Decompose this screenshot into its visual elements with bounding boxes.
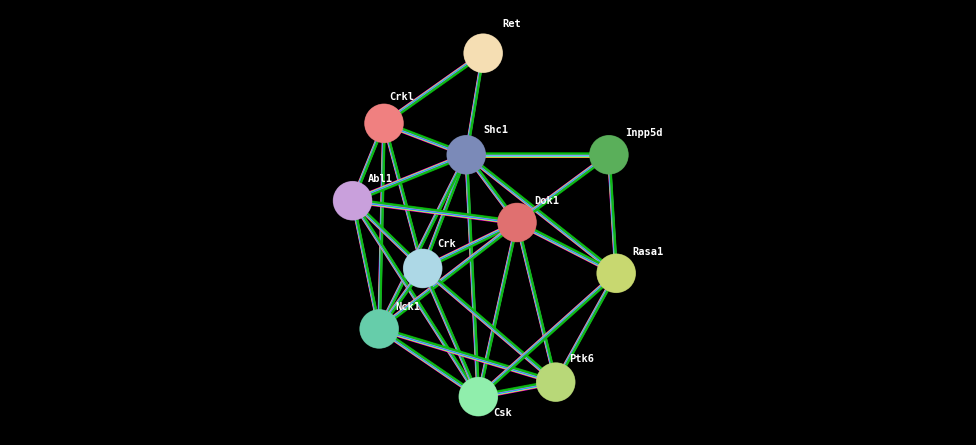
Circle shape xyxy=(334,182,371,219)
Circle shape xyxy=(590,137,628,173)
Text: Ptk6: Ptk6 xyxy=(569,354,594,364)
Text: Dok1: Dok1 xyxy=(534,195,559,206)
Circle shape xyxy=(499,204,536,241)
Circle shape xyxy=(597,255,634,291)
Circle shape xyxy=(361,311,397,347)
Text: Rasa1: Rasa1 xyxy=(632,247,664,257)
Text: Crk: Crk xyxy=(437,239,456,249)
Circle shape xyxy=(366,105,402,142)
Text: Shc1: Shc1 xyxy=(483,125,508,135)
Circle shape xyxy=(538,364,574,400)
Text: Ret: Ret xyxy=(503,19,521,29)
Circle shape xyxy=(404,250,441,287)
Text: Inpp5d: Inpp5d xyxy=(625,128,663,138)
Circle shape xyxy=(448,137,485,173)
Circle shape xyxy=(465,35,502,72)
Circle shape xyxy=(460,378,497,415)
Text: Crkl: Crkl xyxy=(388,92,414,101)
Text: Nck1: Nck1 xyxy=(395,302,420,312)
Text: Abl1: Abl1 xyxy=(368,174,393,184)
Text: Csk: Csk xyxy=(493,409,511,418)
